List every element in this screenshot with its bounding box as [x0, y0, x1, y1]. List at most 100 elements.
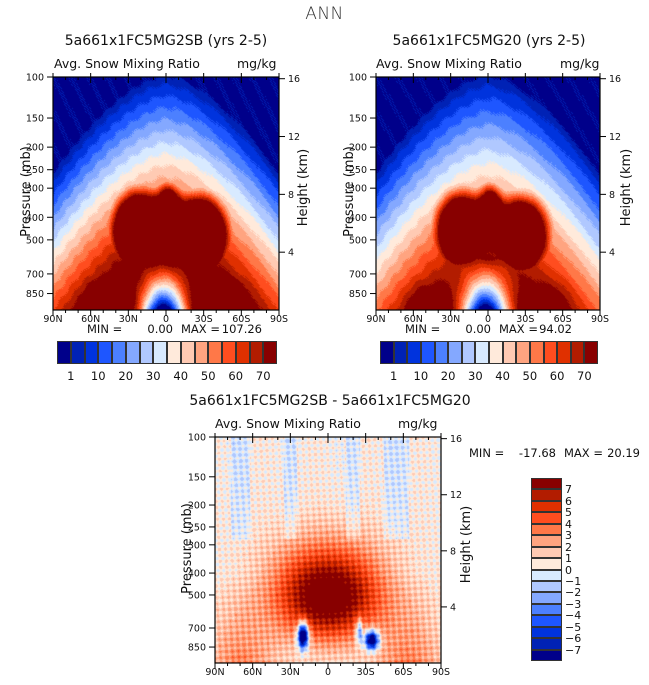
- colorbar-swatch: [139, 341, 154, 364]
- colorbar-swatch: [407, 341, 421, 364]
- y-tick-label: 850: [26, 289, 44, 300]
- x-tick-label: 90N: [43, 314, 62, 325]
- colorbar-label: 40: [173, 369, 189, 383]
- colorbar-label: 30: [468, 369, 483, 383]
- y-tick-label: 150: [349, 114, 367, 125]
- y-tick-right-label: 12: [450, 490, 462, 501]
- panel-2-max-value: 94.02: [539, 322, 572, 336]
- colorbar-label: 40: [495, 369, 510, 383]
- colorbar-swatch: [531, 489, 562, 501]
- y-tick-label: 700: [349, 269, 367, 280]
- panel-1-plot-area: [53, 77, 279, 310]
- colorbar-label: 3: [565, 529, 572, 543]
- colorbar-label: 10: [413, 369, 429, 383]
- plot-frame: [214, 436, 442, 664]
- colorbar-label: 50: [200, 369, 216, 383]
- panel-3-max-label: MAX =: [564, 446, 603, 460]
- colorbar-swatch: [531, 603, 562, 616]
- y-tick-label: 100: [188, 433, 206, 444]
- panel-3-subtitle-left: Avg. Snow Mixing Ratio: [215, 416, 361, 431]
- colorbar-swatch: [531, 546, 562, 559]
- y-tick-label: 300: [188, 540, 206, 551]
- x-tick-label: 30S: [516, 314, 534, 325]
- colorbar-swatch: [529, 341, 544, 364]
- y-tick-right-label: 16: [288, 74, 300, 85]
- colorbar-swatch: [570, 341, 585, 364]
- colorbar-swatch: [531, 535, 562, 547]
- panel-1-subtitle-right: mg/kg: [237, 56, 277, 71]
- panel-3-title: 5a661x1FC5MG2SB - 5a661x1FC5MG20: [189, 393, 471, 409]
- panel-3-ylabel: Pressure (mb): [179, 503, 195, 594]
- colorbar-label: −4: [565, 609, 582, 623]
- x-tick-label: 60S: [232, 314, 250, 325]
- colorbar-swatch: [531, 649, 562, 661]
- y-tick-label: 250: [188, 522, 206, 533]
- y-tick-right-label: 4: [288, 248, 294, 259]
- y-tick-label: 500: [188, 590, 206, 601]
- y-tick-label: 200: [349, 143, 367, 154]
- colorbar-swatch: [584, 341, 598, 364]
- y-tick-label: 850: [188, 643, 206, 654]
- y-tick-label: 100: [349, 73, 367, 84]
- y-tick-label: 500: [349, 235, 367, 246]
- panel-3-min-label: MIN =: [469, 446, 505, 460]
- colorbar-swatch: [502, 341, 517, 364]
- colorbar-label: −5: [565, 620, 582, 634]
- y-tick-label: 400: [349, 213, 367, 224]
- x-tick-label: 0: [485, 314, 491, 325]
- colorbar-swatch: [235, 341, 250, 364]
- y-tick-label: 850: [349, 289, 367, 300]
- colorbar-label: 60: [549, 369, 565, 383]
- colorbar-swatch: [393, 341, 408, 364]
- colorbar-label: −6: [565, 632, 582, 646]
- y-tick-label: 150: [188, 472, 206, 483]
- colorbar-swatch: [434, 341, 449, 364]
- y-tick-label: 150: [26, 114, 44, 125]
- colorbar-swatch: [380, 341, 394, 364]
- y-tick-label: 250: [349, 165, 367, 176]
- colorbar-label: 2: [565, 540, 572, 554]
- colorbar-swatch: [112, 341, 126, 364]
- colorbar-swatch: [461, 341, 476, 364]
- colorbar-swatch: [531, 615, 562, 627]
- panel-1-min-label: MIN =: [87, 322, 123, 336]
- colorbar-swatch: [448, 341, 462, 364]
- colorbar-label: −3: [565, 597, 582, 611]
- y-tick-label: 100: [26, 73, 44, 84]
- colorbar-label: 30: [145, 369, 161, 383]
- colorbar-label: 0: [565, 563, 572, 577]
- x-tick-label: 30N: [119, 314, 138, 325]
- colorbar-swatch: [531, 512, 562, 524]
- x-tick-label: 0: [325, 667, 331, 678]
- x-tick-label: 90S: [591, 314, 609, 325]
- colorbar-swatch: [531, 569, 562, 581]
- colorbar-swatch: [70, 341, 85, 364]
- colorbar-label: 1: [67, 369, 75, 383]
- panel-1-max-label: MAX =: [181, 322, 220, 336]
- y-tick-right-label: 8: [450, 546, 456, 557]
- panel-3-ylabel-right: Height (km): [459, 505, 475, 584]
- panel-3-subtitle-right: mg/kg: [398, 416, 438, 431]
- colorbar-swatch: [167, 341, 181, 364]
- colorbar-swatch: [194, 341, 209, 364]
- x-tick-label: 0: [163, 314, 169, 325]
- panel-1-subtitle-left: Avg. Snow Mixing Ratio: [54, 56, 200, 71]
- figure-title: ANN: [305, 4, 344, 24]
- colorbar-label: 4: [565, 517, 572, 531]
- y-tick-right-label: 4: [450, 602, 456, 613]
- colorbar-label: 5: [565, 506, 572, 520]
- panel-2-min-label: MIN =: [405, 322, 441, 336]
- colorbar-label: 1: [565, 552, 572, 566]
- y-tick-label: 300: [26, 184, 44, 195]
- colorbar-label: 20: [118, 369, 134, 383]
- y-tick-right-label: 12: [288, 132, 300, 143]
- colorbar-label: −1: [565, 574, 582, 588]
- panel-2-plot-area: [376, 77, 600, 310]
- y-tick-label: 200: [188, 501, 206, 512]
- x-tick-label: 60N: [404, 314, 423, 325]
- colorbar-label: 60: [228, 369, 244, 383]
- x-tick-label: 90S: [270, 314, 288, 325]
- colorbar-swatch: [475, 341, 489, 364]
- colorbar-swatch: [57, 341, 71, 364]
